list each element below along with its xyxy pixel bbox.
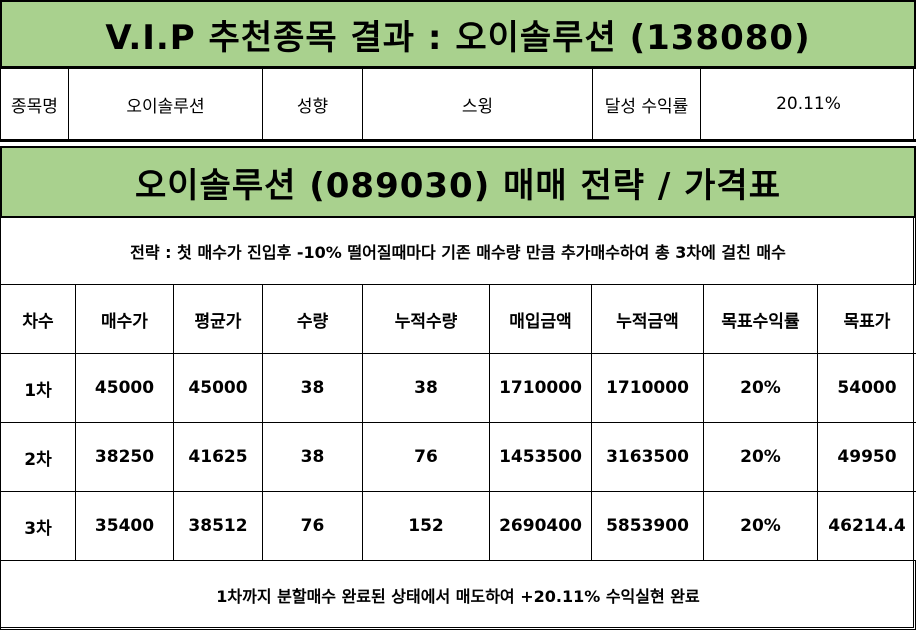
name-value: 오이솔루션 xyxy=(68,68,263,140)
cell-qty: 76 xyxy=(262,491,363,561)
cell-cum-amount: 1710000 xyxy=(591,353,704,423)
cell-round: 1차 xyxy=(0,353,76,423)
table-row: 3차 35400 38512 76 152 2690400 5853900 20… xyxy=(0,491,916,561)
section-divider xyxy=(0,140,916,146)
header-cum-qty: 누적수량 xyxy=(362,284,490,354)
cell-cum-amount: 3163500 xyxy=(591,422,704,492)
cell-cum-qty: 38 xyxy=(362,353,490,423)
table-row: 1차 45000 45000 38 38 1710000 1710000 20%… xyxy=(0,353,916,423)
cell-buy-price: 38250 xyxy=(75,422,174,492)
cell-cum-qty: 76 xyxy=(362,422,490,492)
cell-buy-amount: 1453500 xyxy=(489,422,592,492)
cell-target-return: 20% xyxy=(703,422,818,492)
cell-round: 2차 xyxy=(0,422,76,492)
cell-target-price: 46214.4 xyxy=(817,491,916,561)
cell-round: 3차 xyxy=(0,491,76,561)
header-buy-price: 매수가 xyxy=(75,284,174,354)
cell-cum-qty: 152 xyxy=(362,491,490,561)
return-value: 20.11% xyxy=(700,68,916,140)
cell-buy-price: 35400 xyxy=(75,491,174,561)
strategy-text: 전략 : 첫 매수가 진입후 -10% 떨어질때마다 기존 매수량 만큼 추가매… xyxy=(0,218,916,284)
cell-cum-amount: 5853900 xyxy=(591,491,704,561)
cell-buy-amount: 2690400 xyxy=(489,491,592,561)
header-target-price: 목표가 xyxy=(817,284,916,354)
cell-target-return: 20% xyxy=(703,491,818,561)
header-qty: 수량 xyxy=(262,284,363,354)
price-table: 차수 매수가 평균가 수량 누적수량 매입금액 누적금액 목표수익률 목표가 1… xyxy=(0,284,916,561)
cell-avg-price: 38512 xyxy=(173,491,263,561)
cell-buy-price: 45000 xyxy=(75,353,174,423)
strategy-title: 오이솔루션 (089030) 매매 전략 / 가격표 xyxy=(0,146,916,218)
stock-info-row: 종목명 오이솔루션 성향 스윙 달성 수익률 20.11% xyxy=(0,68,916,140)
cell-qty: 38 xyxy=(262,422,363,492)
header-round: 차수 xyxy=(0,284,76,354)
header-buy-amount: 매입금액 xyxy=(489,284,592,354)
cell-target-return: 20% xyxy=(703,353,818,423)
cell-avg-price: 45000 xyxy=(173,353,263,423)
cell-qty: 38 xyxy=(262,353,363,423)
table-row: 2차 38250 41625 38 76 1453500 3163500 20%… xyxy=(0,422,916,492)
style-label: 성향 xyxy=(262,68,363,140)
cell-target-price: 49950 xyxy=(817,422,916,492)
return-label: 달성 수익률 xyxy=(592,68,701,140)
header-avg-price: 평균가 xyxy=(173,284,263,354)
header-row: 차수 매수가 평균가 수량 누적수량 매입금액 누적금액 목표수익률 목표가 xyxy=(0,284,916,354)
style-value: 스윙 xyxy=(362,68,593,140)
result-footer: 1차까지 분할매수 완료된 상태에서 매도하여 +20.11% 수익실현 완료 xyxy=(0,560,916,630)
header-target-return: 목표수익률 xyxy=(703,284,818,354)
cell-avg-price: 41625 xyxy=(173,422,263,492)
stock-info-table: 종목명 오이솔루션 성향 스윙 달성 수익률 20.11% xyxy=(0,68,916,140)
cell-buy-amount: 1710000 xyxy=(489,353,592,423)
header-cum-amount: 누적금액 xyxy=(591,284,704,354)
name-label: 종목명 xyxy=(0,68,69,140)
page-title: V.I.P 추천종목 결과 : 오이솔루션 (138080) xyxy=(0,0,916,68)
cell-target-price: 54000 xyxy=(817,353,916,423)
